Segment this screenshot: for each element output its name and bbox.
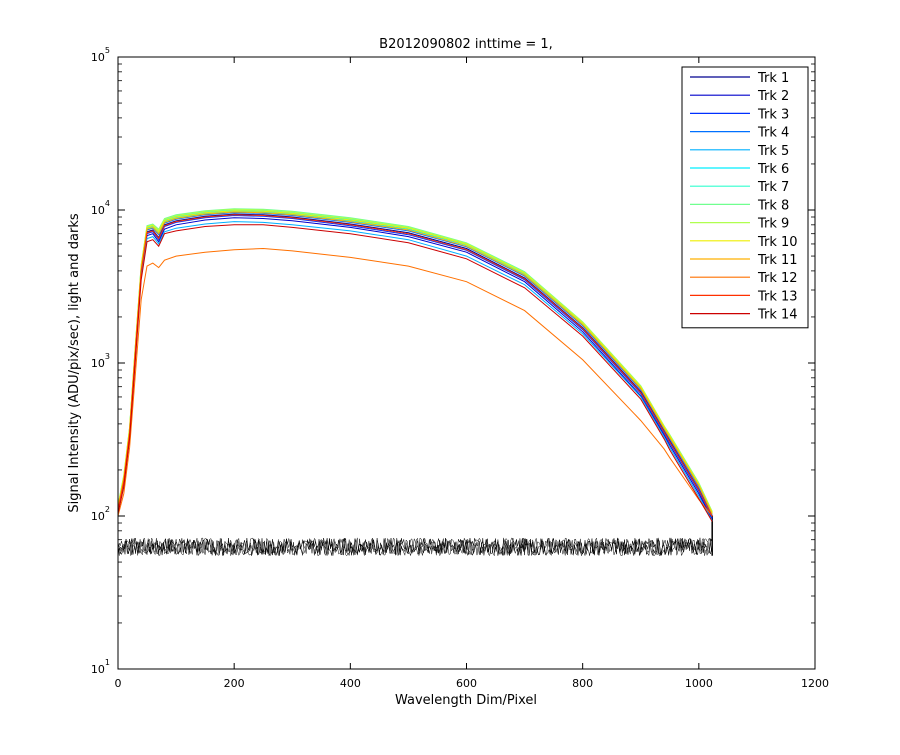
x-tick-label: 0 (115, 677, 122, 690)
legend-label-5: Trk 5 (757, 144, 789, 159)
series-line-1 (118, 213, 713, 517)
y-tick-label: 101 (91, 658, 110, 676)
series-line-13 (118, 214, 713, 517)
y-axis-ticks: 101 102 103 104 105 (91, 46, 815, 676)
x-tick-label: 200 (224, 677, 245, 690)
y-axis-label: Signal Intensity (ADU/pix/sec), light an… (67, 213, 82, 512)
series-line-5 (118, 221, 713, 522)
series-line-4 (118, 212, 713, 515)
legend-label-14: Trk 14 (757, 308, 798, 323)
legend-label-11: Trk 11 (757, 253, 798, 268)
legend-label-1: Trk 1 (757, 71, 789, 86)
x-axis-ticks: 0 200 400 600 800 1000 1200 (115, 57, 829, 690)
x-tick-label: 1000 (685, 677, 713, 690)
dark-frames (118, 515, 713, 557)
legend-label-4: Trk 4 (757, 126, 789, 141)
series-line-14 (118, 224, 713, 522)
x-axis-label: Wavelength Dim/Pixel (395, 693, 537, 708)
x-tick-label: 800 (572, 677, 593, 690)
series-line-8 (118, 208, 713, 512)
series-line-7 (118, 209, 713, 514)
x-tick-label: 400 (340, 677, 361, 690)
legend-label-7: Trk 7 (757, 180, 789, 195)
legend-label-8: Trk 8 (757, 198, 789, 213)
legend-box (681, 66, 809, 329)
legend-label-9: Trk 9 (757, 217, 789, 232)
dark-frame-line (118, 537, 712, 557)
y-tick-label: 104 (91, 199, 110, 217)
series-line-12 (118, 247, 713, 517)
series-line-9 (118, 208, 713, 513)
y-tick-label: 105 (91, 46, 110, 64)
legend-label-10: Trk 10 (757, 235, 798, 250)
series-line-10 (118, 210, 713, 514)
dark-frame-line (118, 537, 712, 557)
series-line-11 (118, 211, 713, 515)
legend: Trk 1 Trk 2 Trk 3 Trk 4 Trk 5 Trk 6 Trk 7 Trk 8… (681, 66, 809, 329)
y-tick-label: 102 (91, 505, 110, 523)
plot-area (118, 208, 713, 557)
legend-label-2: Trk 2 (757, 89, 789, 104)
chart-title: B2012090802 inttime = 1, (379, 37, 553, 52)
legend-label-12: Trk 12 (757, 271, 798, 286)
legend-label-6: Trk 6 (757, 162, 789, 177)
x-tick-label: 1200 (801, 677, 829, 690)
y-tick-label: 103 (91, 352, 110, 370)
legend-label-3: Trk 3 (757, 107, 789, 122)
series-line-6 (118, 210, 713, 514)
x-tick-label: 600 (456, 677, 477, 690)
legend-label-13: Trk 13 (757, 289, 798, 304)
